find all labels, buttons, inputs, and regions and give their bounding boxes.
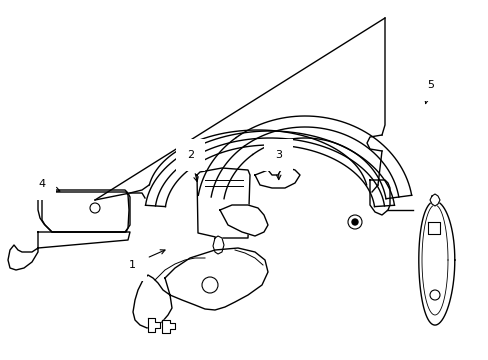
Polygon shape xyxy=(369,180,389,215)
Circle shape xyxy=(351,219,357,225)
Polygon shape xyxy=(38,192,129,232)
Text: 5: 5 xyxy=(424,80,433,104)
Polygon shape xyxy=(429,194,439,206)
Polygon shape xyxy=(42,190,130,232)
Polygon shape xyxy=(197,168,249,238)
Polygon shape xyxy=(133,248,267,328)
Polygon shape xyxy=(148,318,160,332)
Text: 2: 2 xyxy=(187,150,198,181)
Polygon shape xyxy=(254,168,299,188)
Polygon shape xyxy=(8,232,130,270)
Text: 3: 3 xyxy=(275,150,282,180)
Polygon shape xyxy=(213,236,224,254)
Polygon shape xyxy=(220,205,267,236)
Polygon shape xyxy=(162,320,175,333)
Text: 4: 4 xyxy=(38,179,60,192)
Text: 1: 1 xyxy=(128,250,164,270)
